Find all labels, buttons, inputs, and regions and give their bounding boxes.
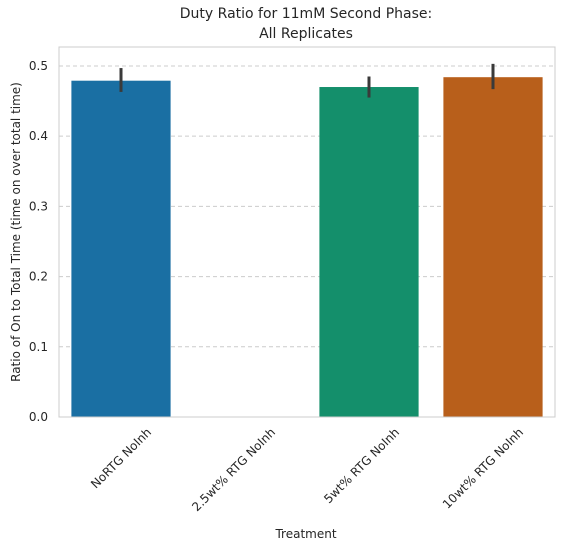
y-tick-label: 0.4 [29, 129, 48, 143]
bar [71, 80, 171, 417]
plot-frame [58, 46, 556, 418]
y-tick-label: 0.5 [29, 59, 48, 73]
x-tick-label: 5wt% RTG NoInh [321, 425, 402, 506]
y-axis-label: Ratio of On to Total Time (time on over … [9, 82, 23, 382]
y-tick-label: 0.1 [29, 340, 48, 354]
y-tick-label: 0.2 [29, 270, 48, 284]
x-tick-label: 2.5wt% RTG NoInh [189, 425, 278, 514]
y-tick-labels: 0.0 0.1 0.2 0.3 0.4 0.5 [29, 59, 48, 424]
bars [71, 77, 543, 417]
y-tick-label: 0.0 [29, 410, 48, 424]
x-tick-label: 10wt% RTG NoInh [440, 425, 526, 511]
error-bars [119, 63, 495, 98]
x-tick-label: NoRTG NoInh [88, 425, 154, 491]
x-tick-labels: NoRTG NoInh 2.5wt% RTG NoInh 5wt% RTG NoIn… [88, 425, 526, 514]
y-tick-label: 0.3 [29, 199, 48, 213]
chart-title-line2: All Replicates [259, 26, 353, 42]
chart-title-line1: Duty Ratio for 11mM Second Phase: [180, 6, 432, 22]
bar [443, 77, 543, 417]
bar [319, 87, 419, 417]
x-axis-label: Treatment [274, 527, 336, 541]
